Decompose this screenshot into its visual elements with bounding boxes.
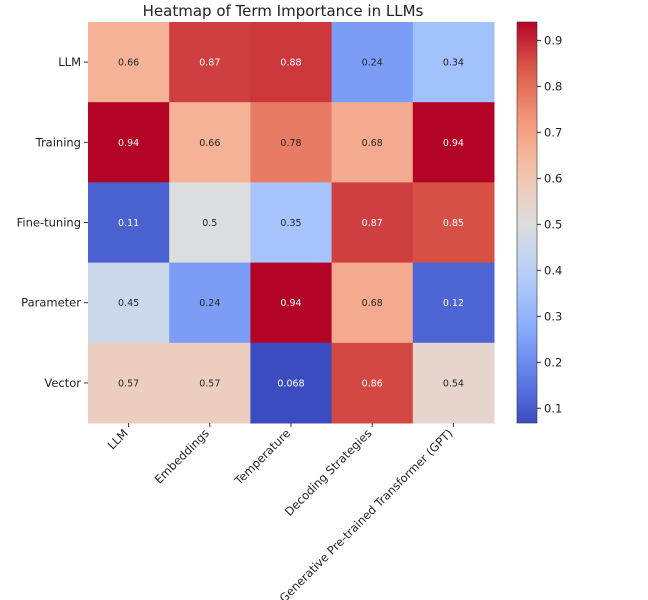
heatmap-cell xyxy=(169,22,251,103)
column-label: Temperature xyxy=(231,426,293,488)
cell-value-label: 0.94 xyxy=(443,138,464,149)
colorbar-tick-label: 0.2 xyxy=(544,355,562,369)
column-label: Decoding Strategies xyxy=(282,426,374,518)
cell-value-label: 0.86 xyxy=(362,378,383,389)
heatmap-cell xyxy=(250,182,333,264)
colorbar-tick-label: 0.3 xyxy=(544,309,562,323)
cell-value-label: 0.57 xyxy=(199,378,220,389)
heatmap-cell xyxy=(88,262,170,344)
colorbar-tick-label: 0.6 xyxy=(544,171,562,185)
heatmap-cell xyxy=(412,262,495,344)
cell-value-label: 0.24 xyxy=(199,298,220,309)
heatmap-cell xyxy=(250,342,333,424)
cell-value-label: 0.66 xyxy=(199,138,220,149)
colorbar-tick-label: 0.9 xyxy=(544,33,562,47)
heatmap-cell xyxy=(250,22,333,103)
colorbar-tick-label: 0.1 xyxy=(544,401,562,415)
colorbar-tick-label: 0.8 xyxy=(544,79,562,93)
cell-value-label: 0.66 xyxy=(118,58,139,69)
cell-value-label: 0.24 xyxy=(362,58,383,69)
cell-value-label: 0.57 xyxy=(118,378,139,389)
cell-value-label: 0.45 xyxy=(118,298,139,309)
heatmap-cell xyxy=(412,102,495,183)
heatmap-cells: 0.66 0.87 0.88 0.24 0.34 0.94 0.66 0.78 0.68 0.94… xyxy=(88,22,495,424)
heatmap-cell xyxy=(88,182,170,264)
heatmap-cell xyxy=(331,22,414,103)
cell-value-label: 0.88 xyxy=(280,58,301,69)
cell-value-label: 0.94 xyxy=(118,138,139,149)
heatmap-cell xyxy=(250,102,333,183)
chart-title: Heatmap of Term Importance in LLMs xyxy=(143,2,424,20)
cell-value-label: 0.35 xyxy=(280,218,301,229)
row-label: Fine-tuning xyxy=(17,216,81,230)
cell-value-label: 0.94 xyxy=(280,298,301,309)
row-label: LLM xyxy=(58,55,81,69)
row-label: Training xyxy=(35,135,81,149)
colorbar-tick-label: 0.4 xyxy=(544,263,562,277)
heatmap-cell xyxy=(88,102,170,183)
heatmap-cell xyxy=(169,262,251,344)
heatmap-cell xyxy=(169,182,251,264)
cell-value-label: 0.068 xyxy=(277,378,304,389)
row-labels: LLM Training Fine-tuning Parameter Vector xyxy=(17,55,88,390)
heatmap-cell xyxy=(331,102,414,183)
heatmap-cell xyxy=(250,262,333,344)
heatmap-cell xyxy=(88,342,170,424)
cell-value-label: 0.11 xyxy=(118,218,139,229)
cell-value-label: 0.34 xyxy=(443,58,464,69)
row-label: Parameter xyxy=(21,296,81,310)
row-label: Vector xyxy=(44,376,81,390)
heatmap-cell xyxy=(412,342,495,424)
heatmap-cell xyxy=(331,182,414,264)
cell-value-label: 0.78 xyxy=(280,138,301,149)
cell-value-label: 0.54 xyxy=(443,378,464,389)
heatmap-cell xyxy=(169,102,251,183)
cell-value-label: 0.12 xyxy=(443,298,464,309)
cell-value-label: 0.5 xyxy=(202,218,217,229)
cell-value-label: 0.85 xyxy=(443,218,464,229)
heatmap-cell xyxy=(331,342,414,424)
heatmap-cell xyxy=(88,22,170,103)
heatmap-cell xyxy=(169,342,251,424)
colorbar-gradient xyxy=(516,21,538,424)
colorbar-tick-label: 0.7 xyxy=(544,125,562,139)
column-label: Embeddings xyxy=(152,426,212,486)
cell-value-label: 0.87 xyxy=(199,58,220,69)
column-label: Generative Pre-trained Transformer (GPT) xyxy=(277,426,456,600)
cell-value-label: 0.87 xyxy=(362,218,383,229)
heatmap-cell xyxy=(331,262,414,344)
cell-value-label: 0.68 xyxy=(362,138,383,149)
colorbar: 0.1 0.2 0.3 0.4 0.5 0.6 0.7 0.8 0.9 xyxy=(516,21,562,424)
heatmap-cell xyxy=(412,22,495,103)
colorbar-tick-label: 0.5 xyxy=(544,217,562,231)
cell-value-label: 0.68 xyxy=(362,298,383,309)
heatmap-cell xyxy=(412,182,495,264)
column-label: LLM xyxy=(105,426,131,452)
